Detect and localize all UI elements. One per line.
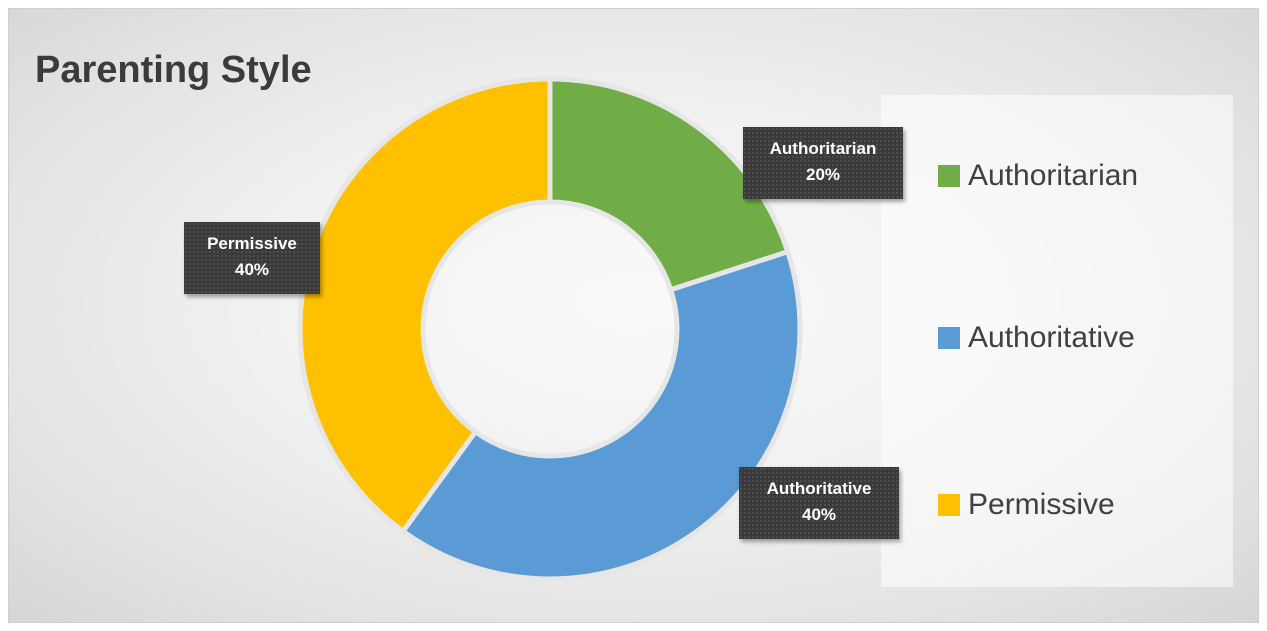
legend-label: Permissive [968, 488, 1115, 521]
legend-swatch [938, 327, 960, 349]
legend-swatch [938, 494, 960, 516]
data-label-category: Permissive [207, 234, 297, 253]
data-label-authoritarian: Authoritarian 20% [743, 127, 903, 199]
legend: Authoritarian Authoritative Permissive [881, 95, 1233, 587]
data-label-permissive: Permissive 40% [184, 222, 320, 294]
data-label-category: Authoritarian [769, 139, 877, 158]
legend-label: Authoritarian [968, 159, 1139, 192]
legend-item-permissive: Permissive [938, 485, 1115, 525]
slice-authoritarian [547, 76, 791, 293]
legend-item-authoritative: Authoritative [938, 318, 1135, 358]
legend-label: Authoritative [968, 321, 1135, 354]
chart-title: Parenting Style [35, 49, 312, 91]
legend-item-authoritarian: Authoritarian [938, 156, 1138, 196]
data-label-value: 40% [801, 505, 837, 524]
legend-swatch [938, 165, 960, 187]
slice-authoritative [399, 248, 803, 582]
chart-area: Parenting Style Authoritarian Authoritati… [8, 8, 1259, 623]
data-label-value: 20% [805, 165, 841, 184]
data-label-authoritative: Authoritative 40% [739, 467, 899, 539]
data-label-category: Authoritative [766, 479, 872, 498]
data-label-value: 40% [234, 260, 270, 279]
slice-permissive [297, 76, 553, 535]
donut-plot [297, 76, 803, 582]
